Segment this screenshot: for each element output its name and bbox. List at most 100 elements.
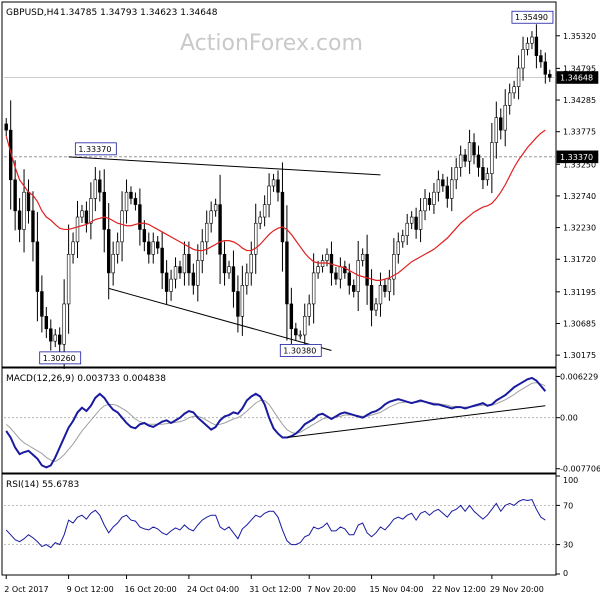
price-candle	[120, 191, 124, 262]
candle-body	[35, 241, 40, 292]
price-candle	[427, 192, 432, 211]
candle-body	[289, 303, 294, 330]
candle-body	[485, 173, 490, 181]
candle-body	[512, 86, 516, 94]
candle-body	[548, 73, 552, 78]
price-candle	[57, 327, 62, 352]
candle-body	[142, 229, 147, 243]
candle-body	[467, 142, 472, 162]
candle-body	[294, 328, 298, 336]
price-candle	[178, 260, 182, 279]
price-candle	[258, 211, 262, 230]
candle-body	[463, 154, 467, 162]
candle-body	[124, 191, 129, 212]
candle-body	[360, 253, 365, 261]
price-candle	[530, 31, 534, 50]
price-candle	[151, 232, 155, 264]
price-candle	[236, 275, 240, 333]
price-candle	[142, 220, 147, 252]
price-candle	[548, 69, 552, 82]
candle-body	[147, 241, 151, 255]
candle-body	[454, 167, 458, 181]
price-candle	[289, 287, 294, 345]
price-candle	[35, 212, 40, 322]
candle-body	[98, 179, 102, 193]
candle-body	[218, 204, 222, 255]
price-candle	[17, 198, 22, 243]
x-tick-label: 15 Nov 04:00	[370, 585, 424, 594]
annotation-box	[511, 10, 554, 24]
candle-body	[205, 222, 209, 243]
price-candle	[396, 232, 400, 264]
price-candle	[409, 211, 414, 230]
price-candle	[93, 167, 98, 212]
watermark: ActionForex.com	[180, 31, 363, 56]
price-candle	[463, 149, 467, 168]
price-candle	[303, 303, 307, 348]
price-candle	[89, 182, 93, 240]
x-tick-label: 7 Nov 20:00	[307, 585, 356, 594]
candle-body	[481, 167, 485, 181]
price-candle	[490, 123, 494, 194]
candle-body	[539, 55, 543, 63]
annotation-box	[39, 351, 82, 365]
price-candle	[200, 229, 204, 274]
candle-body	[111, 253, 115, 274]
price-candle	[13, 160, 17, 231]
candle-body	[338, 266, 343, 280]
price-candle	[240, 265, 245, 336]
candle-body	[182, 253, 187, 274]
candle-body	[178, 266, 182, 274]
price-candle	[467, 129, 472, 174]
candle-body	[164, 272, 169, 292]
candle-body	[534, 36, 539, 56]
price-tick-label: 1.30175	[563, 351, 596, 360]
price-candle	[383, 279, 387, 298]
price-candle	[129, 186, 133, 205]
candle-body	[4, 123, 8, 131]
chart-symbol: GBPUSD,H4	[6, 8, 59, 18]
price-candle	[512, 80, 516, 99]
x-tick-label: 31 Oct 12:00	[249, 585, 301, 594]
candle-body	[414, 216, 418, 230]
price-candle	[414, 207, 418, 239]
candle-body	[280, 191, 285, 243]
candle-body	[507, 92, 512, 106]
rsi-tick-label: 70	[563, 501, 573, 510]
price-candle	[173, 257, 178, 289]
candle-body	[427, 198, 432, 205]
candle-body	[494, 117, 499, 143]
candle-body	[298, 334, 302, 337]
lower-trendline	[108, 287, 332, 351]
candle-body	[196, 260, 200, 286]
price-candle	[115, 232, 120, 264]
x-tick-label: 9 Oct 12:00	[67, 585, 114, 594]
annotation-label: 1.33370	[78, 145, 111, 154]
annotation-label: 1.30380	[283, 346, 316, 355]
price-tick-label: 1.31195	[563, 288, 596, 297]
candle-body	[503, 105, 507, 131]
price-candle	[84, 201, 89, 233]
annotation-label: 1.35490	[515, 13, 548, 22]
price-candle	[276, 170, 280, 202]
price-candle	[360, 248, 365, 267]
candle-body	[227, 266, 231, 274]
price-candle	[503, 89, 507, 147]
rsi-tick-label: 100	[563, 476, 578, 485]
price-candle	[138, 188, 142, 246]
rsi-title: RSI(14) 55.6783	[6, 480, 79, 490]
candle-body	[383, 285, 387, 292]
price-candle	[418, 198, 423, 243]
candle-body	[187, 253, 191, 274]
candle-body	[343, 266, 347, 274]
upper-trendline	[68, 156, 381, 176]
price-candle	[521, 36, 525, 81]
price-candle	[26, 179, 31, 224]
candle-body	[249, 253, 253, 274]
price-candle	[124, 179, 129, 224]
candle-body	[31, 210, 35, 243]
price-tick-label: 1.32740	[563, 192, 596, 201]
price-tick-label: 1.34795	[563, 64, 596, 73]
candle-body	[245, 272, 249, 286]
price-candle	[222, 241, 227, 286]
